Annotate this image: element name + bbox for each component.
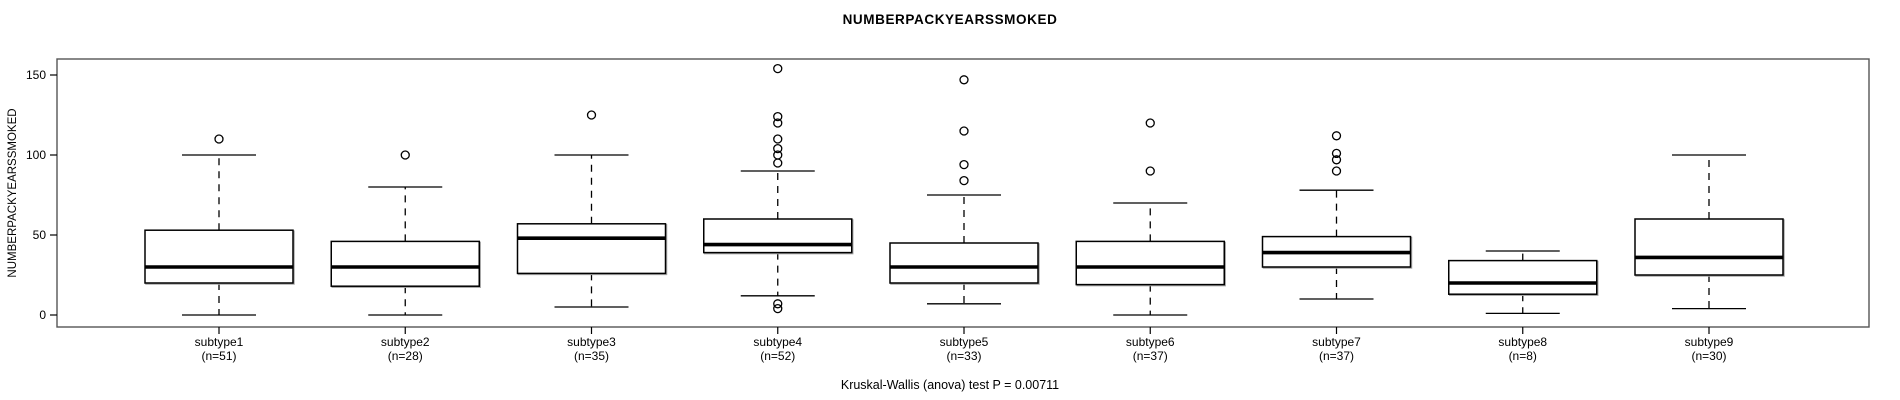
x-axis-label: subtype3 [567, 335, 616, 349]
x-axis-sublabel: (n=37) [1319, 349, 1354, 363]
x-axis-sublabel: (n=8) [1509, 349, 1537, 363]
outlier-point [1331, 131, 1342, 141]
chart-title: NUMBERPACKYEARSSMOKED [842, 12, 1058, 27]
outlier-point [959, 159, 969, 170]
box [703, 218, 853, 254]
x-axis-label: subtype4 [753, 335, 802, 349]
outlier-point [1331, 155, 1342, 165]
x-axis-sublabel: (n=28) [388, 349, 423, 363]
y-axis-title: NUMBERPACKYEARSSMOKED [7, 108, 19, 277]
box [516, 223, 667, 275]
boxplot-group-subtype9: subtype9(n=30) [1634, 154, 1784, 363]
y-axis-tick-label: 100 [26, 148, 46, 162]
boxplot-group-subtype2: subtype2(n=28) [330, 150, 480, 363]
y-axis-tick-label: 150 [26, 68, 46, 82]
boxplot-group-subtype8: subtype8(n=8) [1448, 250, 1598, 363]
boxplot-group-subtype7: subtype7(n=37) [1261, 131, 1412, 363]
x-axis-sublabel: (n=52) [760, 349, 795, 363]
x-axis-label: subtype5 [940, 335, 989, 349]
outlier-point [959, 75, 969, 85]
boxplot-group-subtype4: subtype4(n=52) [703, 63, 853, 363]
plot-frame [56, 58, 1870, 328]
outlier-point [773, 158, 783, 168]
outlier-point [214, 134, 224, 144]
x-axis-sublabel: (n=30) [1691, 349, 1726, 363]
box [1075, 240, 1225, 286]
outlier-point [959, 175, 969, 186]
outlier-point [1145, 166, 1155, 176]
x-axis-sublabel: (n=51) [201, 349, 236, 363]
box [1634, 218, 1784, 276]
boxplot-group-subtype3: subtype3(n=35) [516, 110, 667, 363]
outlier-point [1145, 118, 1155, 128]
outlier-point [586, 110, 597, 120]
outlier-point [773, 303, 783, 314]
outlier-point [773, 111, 783, 122]
x-axis-label: subtype7 [1312, 335, 1361, 349]
outlier-point [773, 63, 783, 74]
x-axis-label: subtype6 [1126, 335, 1175, 349]
outlier-point [1331, 166, 1342, 176]
x-axis-label: subtype8 [1498, 335, 1547, 349]
outlier-point [1331, 148, 1342, 159]
chart-caption: Kruskal-Wallis (anova) test P = 0.00711 [840, 378, 1060, 392]
x-axis-label: subtype1 [195, 335, 244, 349]
x-axis-sublabel: (n=37) [1133, 349, 1168, 363]
x-axis-sublabel: (n=35) [574, 349, 609, 363]
y-axis-tick-label: 0 [39, 308, 46, 322]
boxplot-group-subtype6: subtype6(n=37) [1075, 118, 1225, 363]
outlier-point [773, 118, 783, 128]
x-axis-sublabel: (n=33) [946, 349, 981, 363]
box [330, 240, 480, 287]
box [144, 229, 294, 284]
box [889, 242, 1039, 284]
boxplot-group-subtype5: subtype5(n=33) [889, 75, 1039, 363]
outlier-point [959, 126, 969, 136]
outlier-point [773, 134, 783, 144]
outlier-point [400, 150, 410, 160]
x-axis-label: subtype2 [381, 335, 430, 349]
outlier-point [773, 299, 783, 309]
box [1448, 259, 1598, 295]
outlier-point [773, 143, 783, 154]
boxplot-group-subtype1: subtype1(n=51) [144, 134, 294, 363]
x-axis-label: subtype9 [1685, 335, 1734, 349]
y-axis-tick-label: 50 [33, 228, 47, 242]
